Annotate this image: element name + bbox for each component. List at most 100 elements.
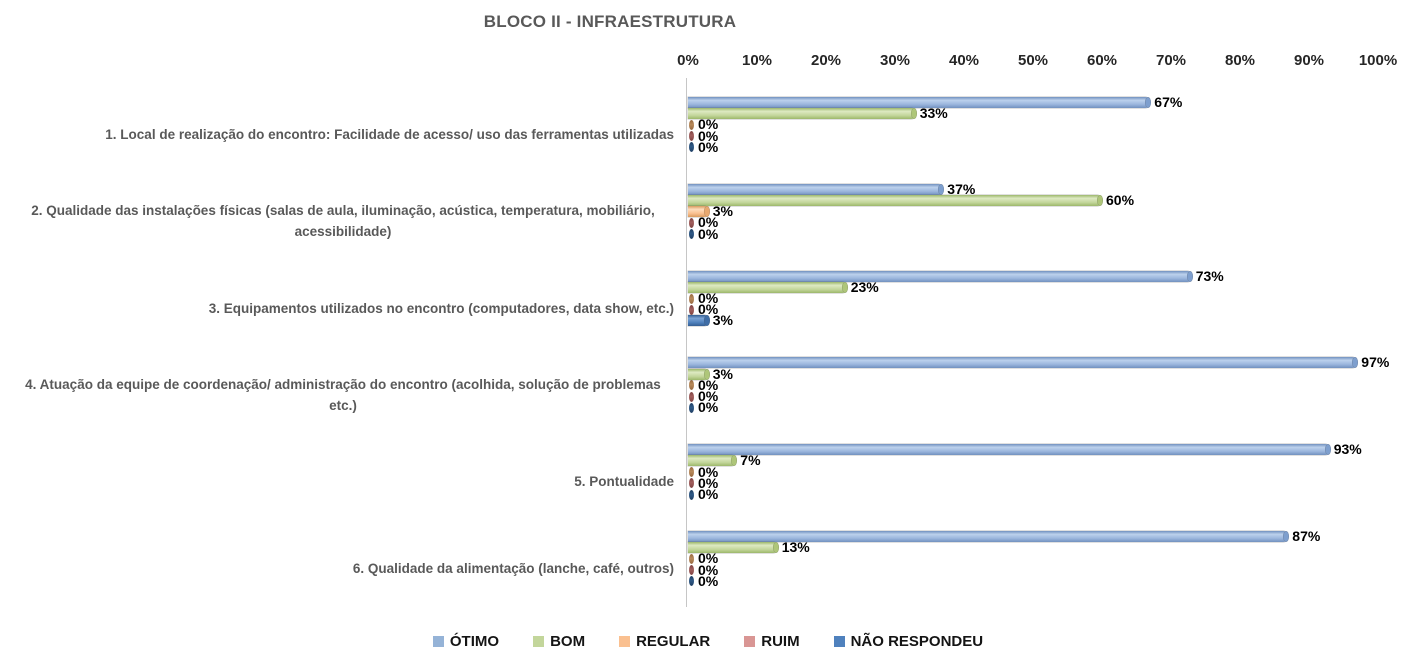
data-label-nao-respondeu: 0% (698, 486, 719, 503)
bar-row: 33% (688, 106, 1378, 120)
bar-row: 3% (688, 312, 1378, 329)
bar-row: 0% (688, 574, 1378, 588)
data-label-otimo: 73% (1195, 267, 1224, 284)
y-axis-line (686, 78, 687, 607)
bar-bom (688, 108, 917, 120)
legend-item-bom: BOM (533, 633, 585, 650)
legend-swatch-ruim (744, 636, 756, 647)
data-label-regular: 0% (698, 116, 719, 133)
legend-label-regular: REGULAR (636, 633, 711, 650)
bar-ruim-zero-cap (689, 131, 694, 142)
bar-row: 23% (688, 278, 1378, 295)
bar-nao-respondeu-zero-cap (689, 402, 694, 413)
bar-bom (688, 195, 1103, 207)
data-label-nao-respondeu: 0% (698, 138, 719, 155)
category-label: 3. Equipamentos utilizados no encontro (… (208, 300, 674, 316)
data-label-otimo: 97% (1361, 354, 1390, 371)
chart-title: BLOCO II - INFRAESTRUTURA (483, 12, 737, 31)
bars-cell: 93% 7% 0% 0% 0% (688, 439, 1378, 526)
bar-row: 0% (688, 399, 1378, 416)
bar-ruim-zero-cap (689, 217, 694, 228)
bar-regular-zero-cap (689, 467, 694, 478)
category-group: 5. Pontualidade 93% 7% 0% 0% 0% (0, 439, 1416, 526)
bar-otimo (688, 97, 1152, 109)
x-tick-label: 50% (1017, 52, 1049, 69)
legend-item-regular: REGULAR (619, 633, 710, 650)
data-label-regular: 0% (698, 376, 719, 393)
x-tick-label: 20% (810, 52, 842, 69)
data-label-bom: 13% (781, 539, 810, 556)
category-group: 6. Qualidade da alimentação (lanche, caf… (0, 526, 1416, 613)
data-label-bom: 3% (712, 365, 733, 382)
category-label-cell: 2. Qualidade das instalações físicas (sa… (0, 179, 678, 266)
bar-nao-respondeu-zero-cap (689, 576, 694, 587)
bar-regular-zero-cap (689, 380, 694, 391)
bar-row: 97% (688, 355, 1389, 369)
bar-regular-zero-cap (689, 293, 694, 304)
x-tick-label: 40% (948, 52, 980, 69)
data-label-regular: 3% (712, 203, 733, 220)
bar-otimo (688, 357, 1359, 369)
plot-area: 1. Local de realização do encontro: Faci… (0, 92, 1416, 613)
category-group: 4. Atuação da equipe de coordenação/ adm… (0, 352, 1416, 439)
data-label-ruim: 0% (698, 301, 719, 318)
x-tick-label: 80% (1224, 52, 1256, 69)
legend-swatch-regular (619, 636, 631, 647)
category-label: 1. Local de realização do encontro: Faci… (105, 126, 674, 142)
bar-row: 60% (688, 193, 1378, 207)
data-label-regular: 0% (698, 463, 719, 480)
legend-item-nao-respondeu: NÃO RESPONDEU (833, 633, 984, 650)
category-label-cell: 1. Local de realização do encontro: Faci… (0, 92, 678, 179)
bar-row: 0% (688, 474, 1378, 491)
bar-row: 93% (688, 442, 1378, 456)
bar-ruim-zero-cap (689, 304, 694, 315)
bars-cell: 67% 33% 0% 0% 0% (688, 92, 1378, 179)
data-label-otimo: 67% (1154, 94, 1183, 111)
bar-row: 0% (688, 291, 1378, 305)
bar-otimo (688, 444, 1331, 456)
category-label-cell: 6. Qualidade da alimentação (lanche, caf… (0, 526, 678, 613)
category-label-cell: 3. Equipamentos utilizados no encontro (… (0, 266, 678, 353)
x-tick-label: 90% (1293, 52, 1325, 69)
bar-bom (688, 281, 848, 293)
category-label: 5. Pontualidade (574, 474, 674, 490)
category-label-cell: 5. Pontualidade (0, 439, 678, 526)
data-label-ruim: 0% (698, 474, 719, 491)
category-label: 4. Atuação da equipe de coordenação/ adm… (25, 376, 661, 413)
bar-row: 67% (688, 94, 1378, 111)
data-label-ruim: 0% (698, 127, 719, 144)
bar-row: 0% (688, 116, 1378, 133)
x-tick-label: 60% (1086, 52, 1118, 69)
x-tick-label: 30% (879, 52, 911, 69)
bar-otimo (688, 270, 1193, 282)
bar-nao-respondeu-zero-cap (689, 489, 694, 500)
bar-row: 0% (688, 376, 1378, 393)
data-label-nao-respondeu: 3% (712, 312, 733, 329)
bar-row: 0% (688, 389, 1378, 403)
bar-row: 73% (688, 267, 1378, 284)
data-label-nao-respondeu: 0% (698, 399, 719, 416)
bar-row: 7% (688, 452, 1378, 469)
data-label-bom: 23% (850, 278, 879, 295)
bar-regular-zero-cap (689, 553, 694, 564)
bar-ruim-zero-cap (689, 391, 694, 402)
legend-item-otimo: ÓTIMO (432, 633, 499, 650)
data-label-otimo: 87% (1292, 528, 1321, 545)
bar-row: 13% (688, 539, 1378, 556)
bar-row: 0% (688, 551, 1378, 565)
category-group: 1. Local de realização do encontro: Faci… (0, 92, 1416, 179)
data-label-otimo: 37% (947, 180, 976, 197)
bar-row: 3% (688, 365, 1378, 382)
legend-swatch-otimo (432, 636, 444, 647)
data-label-bom: 7% (740, 452, 761, 469)
bars-cell: 73% 23% 0% 0% 3% (688, 266, 1378, 353)
bar-row: 0% (688, 563, 1378, 577)
bars-cell: 37% 60% 3% 0% 0% (688, 179, 1378, 266)
category-label: 2. Qualidade das instalações físicas (sa… (31, 203, 655, 240)
bar-ruim-zero-cap (689, 478, 694, 489)
bars-cell: 97% 3% 0% 0% 0% (688, 352, 1389, 439)
legend-label-nao-respondeu: NÃO RESPONDEU (850, 633, 984, 650)
bar-bom (688, 542, 779, 554)
category-group: 3. Equipamentos utilizados no encontro (… (0, 266, 1416, 353)
